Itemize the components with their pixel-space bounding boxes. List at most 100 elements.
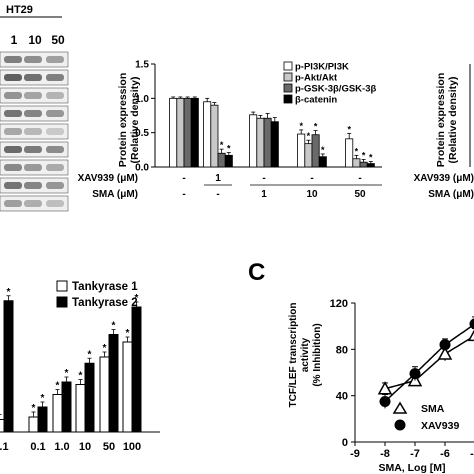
blot-band — [46, 56, 64, 63]
significance-star: * — [362, 150, 366, 160]
y-axis-label: TCF/LEF transcription — [288, 303, 299, 408]
x-tick-label: 10 — [79, 441, 91, 453]
x-tick-label: -7 — [410, 448, 420, 460]
blot-band — [24, 110, 42, 117]
legend-label: p-GSK-3β/GSK-3β — [295, 84, 376, 95]
significance-star: * — [220, 140, 224, 150]
blot-band — [46, 182, 64, 189]
bar — [61, 381, 72, 433]
bar-series-group: * ******* * * — [169, 96, 375, 168]
condition-labels: - - 1 - - 1 - 10 - 50 — [182, 173, 366, 200]
legend-label: SMA — [421, 403, 445, 415]
bar — [359, 161, 368, 168]
blot-band — [46, 128, 64, 135]
legend-label: p-PI3K/PI3K — [295, 62, 349, 73]
data-point-triangle — [437, 346, 453, 360]
bar — [190, 97, 199, 168]
legend-label: Tankyrase 2 — [72, 297, 138, 309]
blot-band — [24, 164, 42, 171]
legend-label: p-Akt/Akt — [295, 73, 338, 84]
significance-star: * — [355, 146, 359, 156]
y-tick-label: 0 — [342, 437, 348, 449]
bar — [75, 384, 86, 433]
bar — [210, 104, 219, 168]
bar — [345, 138, 354, 168]
blot-strip — [0, 51, 69, 68]
blot-band — [4, 164, 22, 171]
legend-swatch — [283, 83, 293, 93]
blot-band — [46, 74, 64, 81]
x-axis-label: SMA, Log [M] — [378, 462, 445, 474]
blot-band — [4, 128, 22, 135]
blot-band — [4, 56, 22, 63]
blot-band — [46, 110, 64, 117]
condition-sma: 1 — [261, 189, 267, 200]
bar — [304, 143, 313, 168]
blot-band — [46, 164, 64, 171]
condition-sma: - — [216, 189, 219, 200]
data-point-circle — [379, 395, 391, 407]
bar-series-group: * * * * * * * * * * * — [0, 287, 142, 433]
condition-sma: - — [182, 189, 185, 200]
bar — [249, 114, 258, 168]
significance-star: * — [56, 381, 60, 392]
chart-legend: p-PI3K/PI3Kp-Akt/Aktp-GSK-3β/GSK-3ββ-cat… — [283, 62, 376, 106]
significance-star: * — [65, 368, 69, 379]
significance-star: * — [32, 403, 36, 414]
y-tick-label: 120 — [330, 298, 348, 310]
blot-band — [4, 74, 22, 81]
data-point-triangle — [377, 381, 393, 395]
y-axis-label: Protein expression — [117, 73, 129, 168]
bar — [99, 356, 110, 433]
blot-lane-label: 1 — [11, 33, 18, 47]
data-point-circle — [409, 368, 421, 380]
bar — [28, 416, 39, 433]
bar — [176, 97, 185, 168]
x-axis-tick-labels: .1 0.1 1.0 10 50 100 — [0, 441, 141, 453]
y-tick-label: 40 — [336, 391, 348, 403]
condition-sma: 50 — [354, 189, 366, 200]
data-point-triangle — [467, 329, 474, 342]
blot-strips — [0, 51, 69, 212]
bar — [256, 117, 265, 168]
y-axis-label: Protein expression — [435, 73, 447, 168]
legend-swatch — [283, 72, 293, 82]
bar — [297, 133, 306, 168]
blot-band — [4, 146, 22, 153]
cropped-chart-right: Protein expression (Relative density) XA… — [414, 64, 474, 200]
condition-xav939: - — [310, 173, 313, 184]
x-tick-label: -8 — [380, 448, 390, 460]
blot-band — [24, 128, 42, 135]
significance-star: * — [112, 321, 116, 332]
bar — [224, 154, 233, 168]
data-point-circle — [469, 318, 474, 330]
legend-label: XAV939 — [421, 420, 459, 432]
protein-expression-chart: Protein expression (Relative density) 0.… — [78, 60, 382, 200]
bar — [183, 97, 192, 168]
bar — [217, 152, 226, 168]
row-label-sma: SMA (μM) — [92, 189, 138, 200]
axis-ticks: 0 40 80 120 -9 -8 -7 -6 -5 — [330, 298, 474, 460]
x-tick-label: -9 — [350, 448, 360, 460]
panel-letter: C — [248, 259, 265, 286]
blot-band — [24, 146, 42, 153]
blot-band — [24, 182, 42, 189]
significance-star: * — [314, 122, 318, 132]
bar — [270, 121, 279, 168]
row-label-xav939: XAV939 (μM) — [78, 173, 138, 184]
blot-band — [46, 200, 64, 207]
significance-star: * — [126, 328, 130, 339]
bar — [122, 341, 133, 433]
fit-curve-circle — [384, 323, 474, 403]
y-tick-label: 0.0 — [135, 163, 149, 174]
blot-band — [4, 110, 22, 117]
legend-swatch — [283, 94, 293, 104]
bar — [84, 362, 95, 433]
y-axis-ticks: 0.0 0.5 1.0 1.5 — [135, 60, 155, 174]
significance-star: * — [41, 393, 45, 404]
y-axis-label: activity — [300, 337, 311, 372]
bar — [3, 300, 14, 433]
blot-band — [46, 92, 64, 99]
x-tick-label: 0.1 — [30, 441, 45, 453]
